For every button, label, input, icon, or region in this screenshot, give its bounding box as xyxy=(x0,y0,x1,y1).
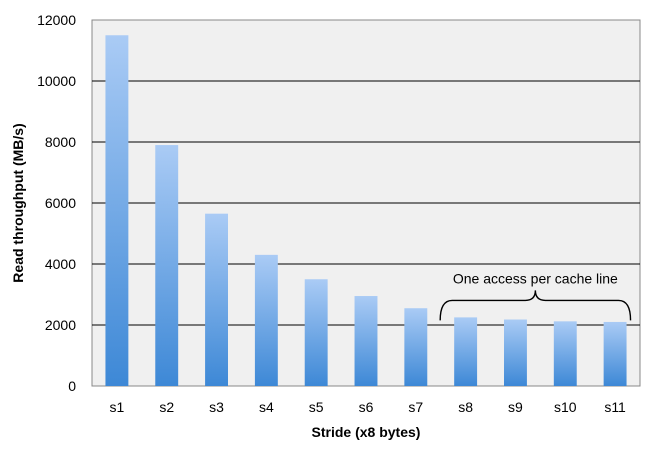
y-axis-title: Read throughput (MB/s) xyxy=(10,123,26,282)
bar-s4 xyxy=(254,254,278,386)
bar-s9 xyxy=(503,319,527,386)
bars xyxy=(105,35,627,386)
x-tick-labels: s1 s2 s3 s4 s5 s6 s7 s8 s9 s10 s11 xyxy=(110,399,627,415)
x-tick-label: s5 xyxy=(309,399,324,415)
bar-s5 xyxy=(304,279,328,386)
x-tick-label: s10 xyxy=(554,399,577,415)
bar-s1 xyxy=(105,35,129,386)
y-tick-label: 0 xyxy=(68,378,76,394)
y-tick-label: 2000 xyxy=(45,317,76,333)
gridlines xyxy=(92,80,640,326)
bar-s6 xyxy=(354,296,378,386)
x-tick-label: s11 xyxy=(604,399,626,415)
annotation-brace xyxy=(439,290,632,321)
annotation: One access per cache line xyxy=(439,270,632,321)
x-tick-label: s4 xyxy=(259,399,274,415)
annotation-text: One access per cache line xyxy=(453,270,618,286)
y-tick-label: 6000 xyxy=(45,195,76,211)
x-tick-label: s7 xyxy=(408,399,423,415)
bar-s11 xyxy=(603,321,627,386)
x-tick-label: s6 xyxy=(359,399,374,415)
y-tick-label: 4000 xyxy=(45,256,76,272)
x-tick-label: s1 xyxy=(110,399,125,415)
y-tick-labels: 0 2000 4000 6000 8000 10000 12000 xyxy=(37,12,76,394)
bar-s10 xyxy=(553,321,577,386)
bar-s3 xyxy=(205,213,229,386)
x-tick-label: s8 xyxy=(458,399,473,415)
x-tick-label: s2 xyxy=(159,399,174,415)
y-tick-label: 10000 xyxy=(37,73,76,89)
bar-s7 xyxy=(404,308,428,386)
y-tick-label: 8000 xyxy=(45,134,76,150)
x-tick-label: s3 xyxy=(209,399,224,415)
y-tick-label: 12000 xyxy=(37,12,76,28)
bar-s2 xyxy=(155,145,179,386)
bar-s8 xyxy=(454,317,478,386)
x-tick-label: s9 xyxy=(508,399,523,415)
x-axis-title: Stride (x8 bytes) xyxy=(312,424,421,440)
